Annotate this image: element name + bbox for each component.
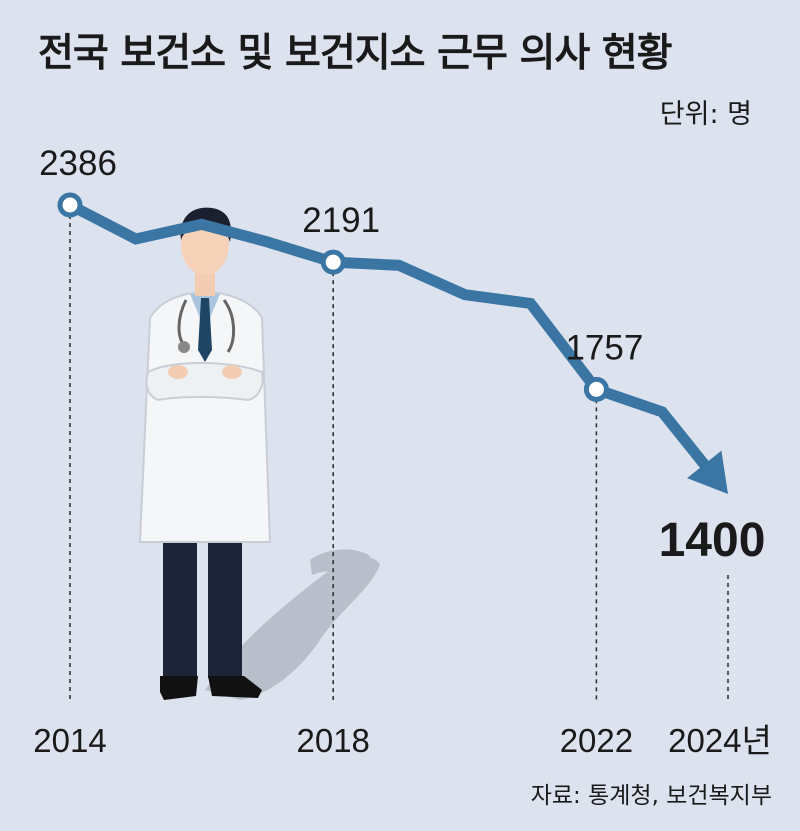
- line-series: [67, 200, 728, 494]
- point-marker-2022: [583, 376, 609, 402]
- x-tick-label-2024: 2024년: [668, 722, 772, 759]
- source-note: 자료: 통계청, 보건복지부: [530, 783, 772, 809]
- x-tick-label-2018: 2018: [296, 722, 369, 759]
- series-line: [67, 200, 712, 471]
- unit-label: 단위: 명: [659, 99, 752, 130]
- chart-title: 전국 보건소 및 보건지소 근무 의사 현황: [38, 31, 673, 76]
- x-tick-label-2022: 2022: [560, 722, 633, 759]
- value-label-2022: 1757: [565, 328, 643, 367]
- point-marker-2014: [57, 192, 83, 218]
- value-label-2024: 1400: [659, 514, 766, 567]
- x-tick-labels: 2014 2018 2022 2024년: [33, 722, 772, 759]
- x-tick-label-2014: 2014: [33, 722, 106, 759]
- value-labels: 2386 2191 1757 1400: [39, 144, 765, 567]
- point-marker-2018: [320, 249, 346, 275]
- series-arrowhead: [687, 450, 728, 494]
- point-markers: [57, 192, 609, 402]
- doctor-illustration: [138, 207, 380, 700]
- guide-lines: [69, 215, 729, 700]
- value-label-2014: 2386: [39, 144, 117, 183]
- value-label-2018: 2191: [302, 201, 380, 240]
